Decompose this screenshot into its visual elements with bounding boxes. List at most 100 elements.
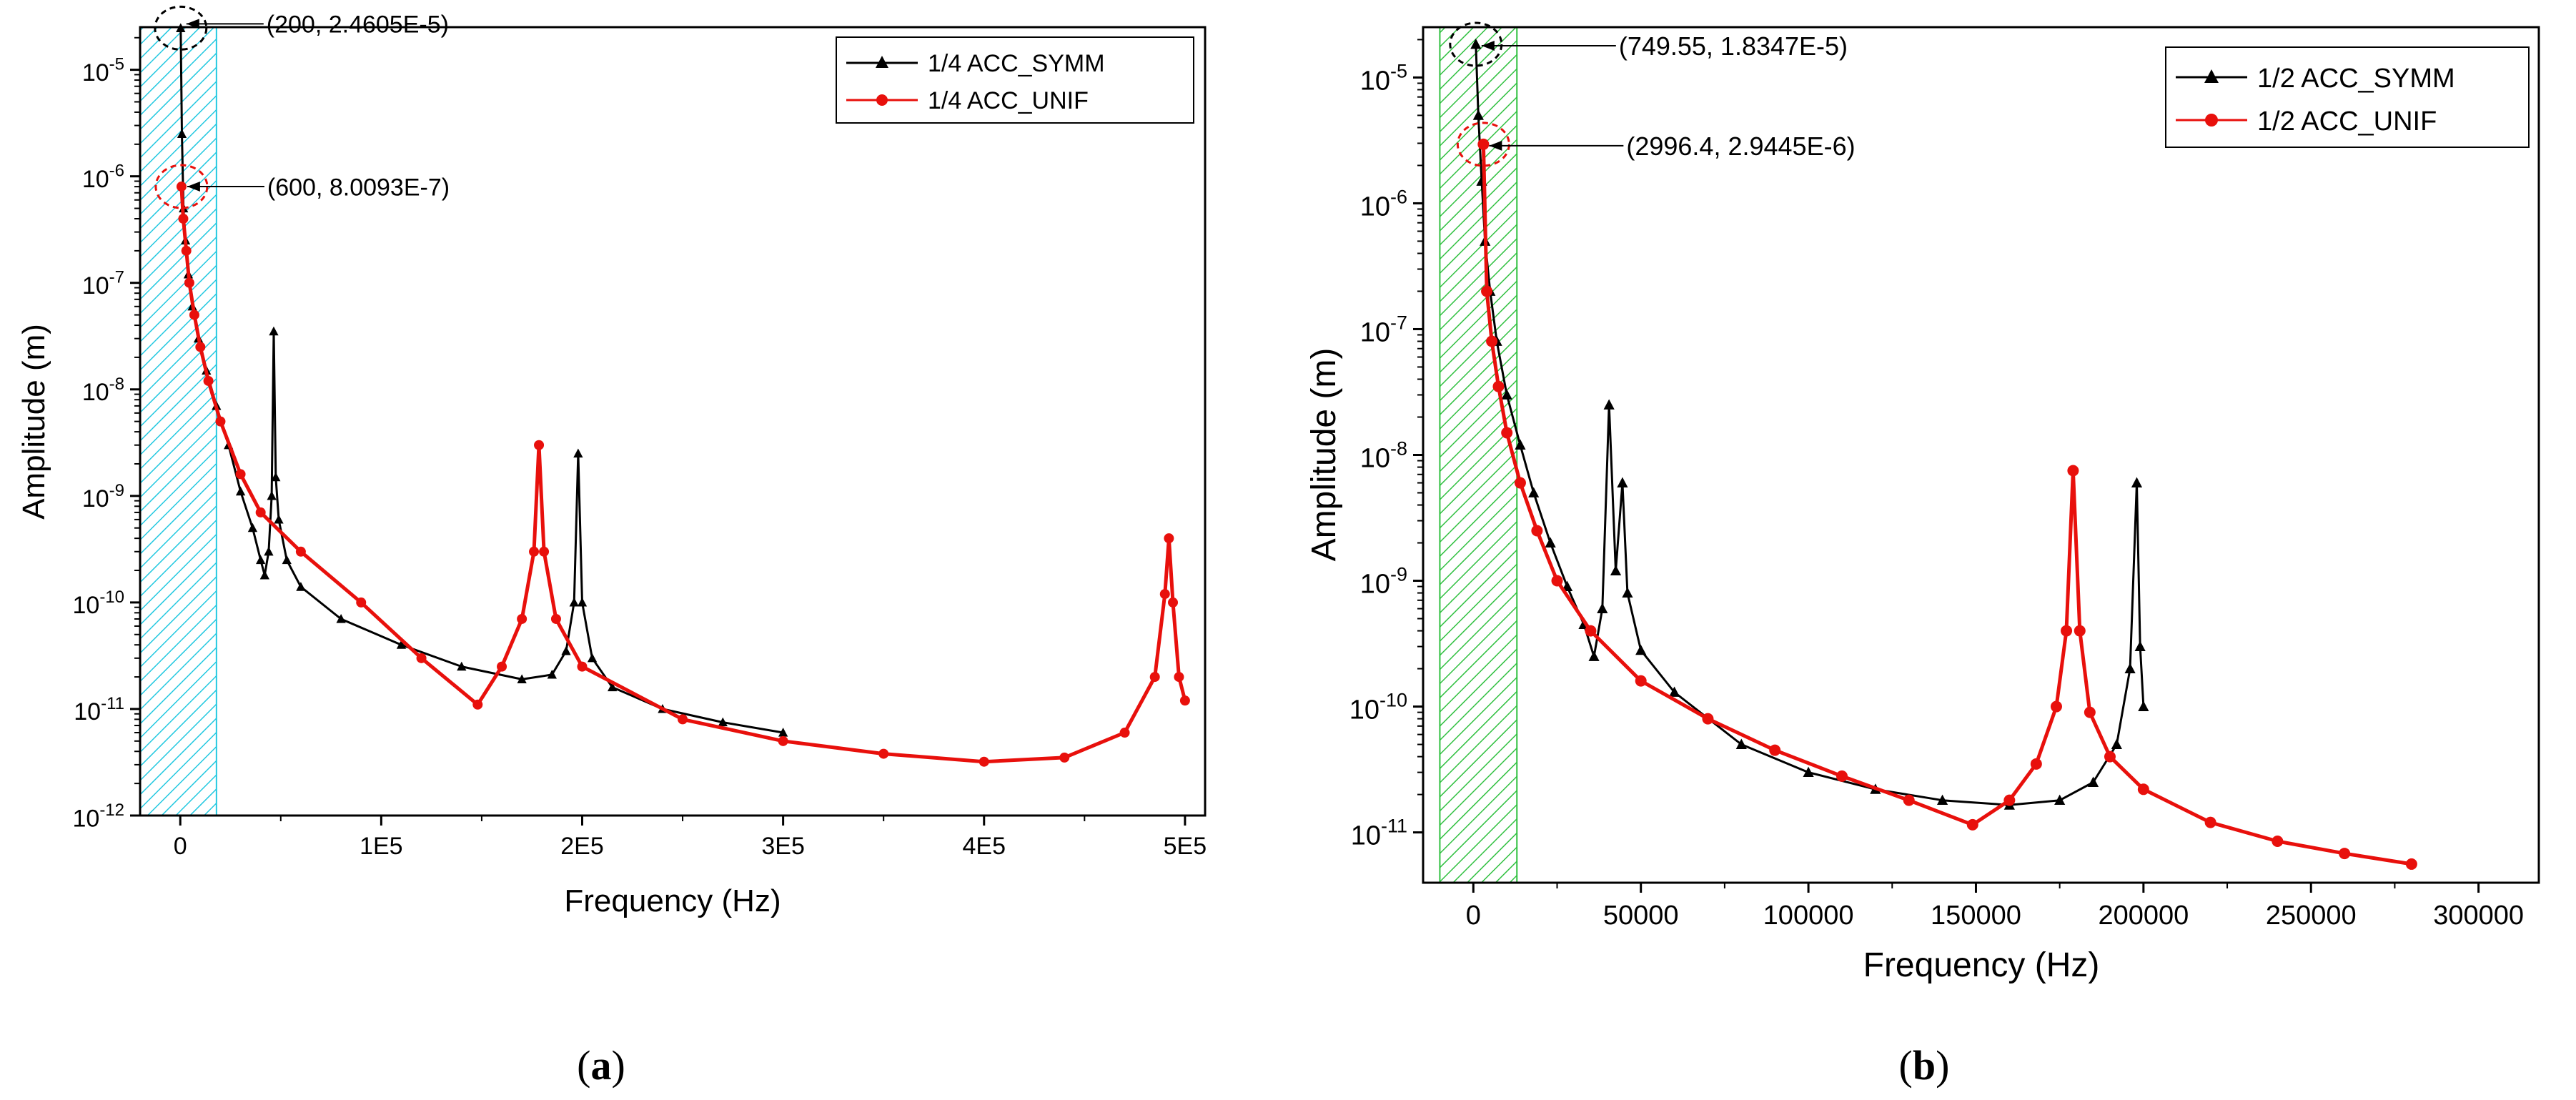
data-point	[2061, 625, 2073, 637]
y-tick-label: 10-12	[72, 801, 124, 832]
data-point	[2272, 836, 2284, 848]
data-point	[539, 546, 550, 557]
data-point	[271, 472, 281, 482]
x-tick-label: 5E5	[1164, 833, 1207, 860]
data-point	[256, 555, 266, 565]
legend-box	[2165, 46, 2530, 148]
legend-marker-1	[2205, 114, 2218, 127]
annotation-label: (2996.4, 2.9445E-6)	[1626, 132, 1855, 161]
data-point	[1159, 589, 1170, 600]
data-point	[1514, 477, 1526, 489]
data-point	[1603, 399, 1615, 410]
y-tick-label: 10-5	[1360, 60, 1407, 96]
annotation-arrowhead	[186, 19, 199, 29]
data-point	[267, 490, 277, 500]
x-tick-label: 200000	[2098, 901, 2189, 931]
chart-panel-b: 0 50000 100000 150000 200000 250000 300000 10-…	[1305, 21, 2540, 1089]
data-point	[472, 699, 483, 710]
x-axis: 0 50000 100000 150000 200000 250000 300000	[1466, 883, 2524, 931]
y-tick-label: 10-10	[72, 588, 124, 619]
panel-label: (a)	[577, 1042, 625, 1089]
data-point	[2104, 750, 2116, 763]
data-point	[1836, 770, 1848, 782]
x-tick-label: 250000	[2266, 901, 2357, 931]
data-point	[569, 597, 579, 607]
data-point	[2084, 706, 2096, 718]
data-point	[1470, 39, 1482, 49]
data-point	[1515, 439, 1526, 450]
legend: 1/4 ACC_SYMM 1/4 ACC_UNIF	[836, 36, 1194, 124]
data-point	[1903, 794, 1915, 806]
data-point	[457, 661, 467, 671]
data-point	[296, 582, 306, 591]
data-point	[1528, 487, 1540, 497]
data-point	[718, 717, 728, 727]
data-point	[1481, 285, 1493, 297]
data-point	[1668, 686, 1680, 697]
legend-label-1: 1/4 ACC_UNIF	[928, 87, 1089, 114]
data-point	[215, 416, 226, 427]
data-point	[587, 653, 598, 663]
data-point	[1622, 587, 1633, 598]
data-point	[2054, 794, 2066, 806]
data-point	[1588, 650, 1600, 661]
data-point	[979, 756, 989, 767]
legend-label-0: 1/4 ACC_SYMM	[928, 50, 1105, 77]
data-point	[550, 613, 561, 624]
x-axis-label: Frequency (Hz)	[1863, 946, 2100, 984]
y-axis: 10-11 10-10 10-9 10-8 10-7 10-6 10-5	[1349, 39, 1423, 851]
data-point	[259, 570, 269, 580]
data-point	[2131, 477, 2143, 487]
data-point	[176, 23, 186, 32]
y-tick-label: 10-10	[1349, 690, 1407, 725]
series-group	[176, 23, 1190, 767]
annotation-label: (600, 8.0093E-7)	[267, 174, 450, 201]
x-tick-label: 4E5	[963, 833, 1006, 860]
annotation-arrowhead	[187, 182, 200, 192]
x-tick-label: 3E5	[761, 833, 805, 860]
legend-marker-0	[2204, 69, 2219, 83]
legend: 1/2 ACC_SYMM 1/2 ACC_UNIF	[2165, 46, 2530, 148]
data-point	[203, 375, 214, 386]
data-point	[2050, 700, 2062, 713]
data-point	[778, 735, 788, 746]
data-point	[2138, 700, 2149, 711]
data-point	[181, 245, 192, 256]
x-tick-label: 50000	[1603, 901, 1679, 931]
x-tick-label: 150000	[1931, 901, 2021, 931]
x-tick-label: 0	[174, 833, 187, 860]
data-point	[1966, 818, 1978, 831]
data-point	[577, 597, 588, 607]
x-tick-label: 2E5	[560, 833, 604, 860]
y-tick-label: 10-11	[1351, 816, 1407, 851]
data-point	[2003, 794, 2016, 806]
series-group	[1470, 39, 2417, 870]
series-line	[179, 28, 783, 734]
data-point	[1551, 575, 1563, 587]
annotation-circle	[1456, 122, 1510, 167]
plot-frame	[139, 26, 1207, 817]
data-point	[1492, 380, 1505, 392]
data-point	[1702, 713, 1714, 725]
y-tick-label: 10-7	[1360, 312, 1407, 347]
x-tick-label: 1E5	[360, 833, 403, 860]
data-point	[235, 486, 246, 496]
y-axis-label: Amplitude (m)	[1305, 348, 1343, 562]
annotation-circle	[154, 5, 208, 51]
data-point	[2074, 625, 2086, 637]
x-tick-label: 100000	[1763, 901, 1854, 931]
y-tick-label: 10-7	[82, 268, 124, 299]
data-point	[2124, 663, 2136, 673]
data-point	[1486, 335, 1498, 347]
data-point	[1597, 603, 1608, 613]
data-point	[2339, 848, 2351, 860]
y-tick-label: 10-5	[82, 55, 124, 86]
y-tick-label: 10-9	[82, 481, 124, 512]
data-point	[282, 555, 292, 565]
series-line	[1475, 44, 2145, 806]
y-axis: 10-12 10-11 10-10 10-9 10-8 10-7 10-6 10-5	[72, 36, 140, 832]
data-point	[177, 129, 187, 138]
data-point	[1179, 695, 1190, 706]
data-point	[178, 213, 189, 224]
